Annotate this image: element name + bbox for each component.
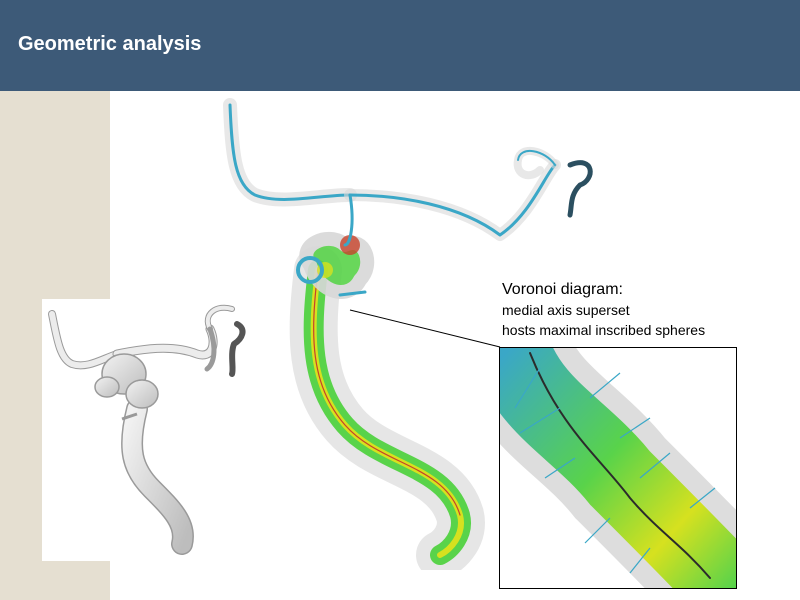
annotation-line-2: hosts maximal inscribed spheres: [502, 322, 706, 338]
gray-vessel-surface: [48, 304, 246, 555]
voronoi-annotation: Voronoi diagram: medial axis superset ho…: [502, 280, 705, 340]
header-bar: Geometric analysis: [0, 0, 800, 91]
voronoi-zoom: [500, 348, 736, 588]
voronoi-colored-vessel: [223, 98, 593, 579]
main-vessel-figure: [200, 95, 620, 579]
zoom-inset: [499, 347, 737, 589]
annotation-title: Voronoi diagram:: [502, 281, 623, 298]
left-vessel-panel: [42, 299, 251, 561]
slide-title: Geometric analysis: [18, 33, 202, 55]
annotation-line-1: medial axis superset: [502, 302, 630, 318]
